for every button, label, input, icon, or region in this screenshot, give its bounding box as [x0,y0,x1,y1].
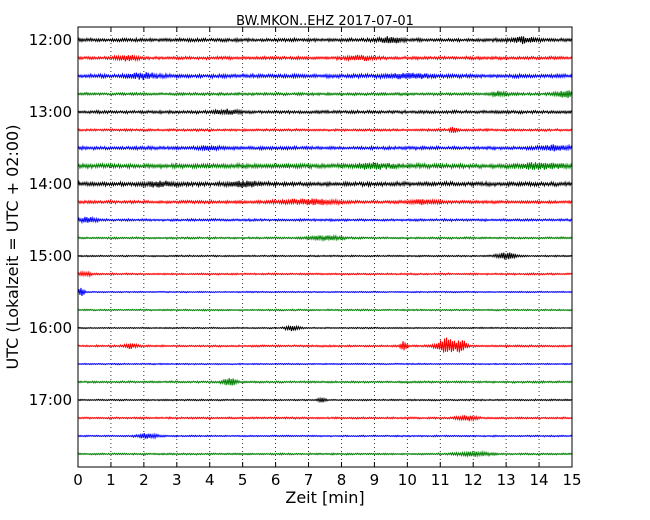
y-tick-label: 14:00 [29,175,72,193]
trace-line [77,270,573,278]
y-tick-label: 16:00 [29,319,72,337]
y-tick-label: 13:00 [29,103,72,121]
trace-line [77,362,573,366]
trace-line [77,287,573,297]
trace-line [77,143,573,152]
trace-line [77,308,573,312]
x-tick-label: 11 [431,471,450,489]
trace-line [77,35,573,45]
x-tick-label: 10 [398,471,417,489]
trace-line [77,337,573,353]
x-tick-label: 12 [464,471,483,489]
trace-line [77,252,573,260]
trace-line [77,396,573,404]
trace-line [77,197,573,207]
y-tick-label: 15:00 [29,247,72,265]
trace-line [77,161,573,171]
trace-line [77,234,573,243]
y-axis: 12:00 13:00 14:00 15:00 16:00 17:00 [29,31,572,409]
y-tick-label: 17:00 [29,391,72,409]
trace-line [77,324,573,332]
x-tick-label: 15 [562,471,581,489]
trace-line [77,378,573,386]
trace-line [77,126,573,134]
y-axis-label: UTC (Lokalzeit = UTC + 02:00) [3,125,22,370]
x-axis: 0 1 2 3 4 5 6 7 8 9 10 11 12 13 14 15 [73,27,582,489]
x-gridlines [110,27,540,467]
x-tick-label: 4 [205,471,215,489]
trace-line [77,179,573,189]
x-tick-label: 9 [370,471,380,489]
trace-line [77,450,573,459]
x-tick-label: 13 [497,471,516,489]
trace-line [77,54,573,63]
x-tick-label: 5 [238,471,248,489]
x-tick-label: 6 [271,471,281,489]
trace-line [77,215,573,225]
x-tick-label: 8 [337,471,347,489]
chart-title: BW.MKON..EHZ 2017-07-01 [236,14,414,29]
x-tick-label: 7 [304,471,314,489]
x-tick-label: 1 [106,471,116,489]
x-tick-label: 14 [530,471,549,489]
trace-line [77,89,573,99]
y-tick-label: 12:00 [29,31,72,49]
x-tick-label: 0 [73,471,83,489]
x-tick-label: 3 [172,471,182,489]
trace-line [77,72,573,81]
plot-frame [77,26,573,468]
x-axis-label: Zeit [min] [285,488,364,507]
seismic-traces [77,35,573,459]
x-tick-label: 2 [139,471,149,489]
trace-line [77,414,573,423]
trace-line [77,432,573,440]
trace-line [77,108,573,116]
